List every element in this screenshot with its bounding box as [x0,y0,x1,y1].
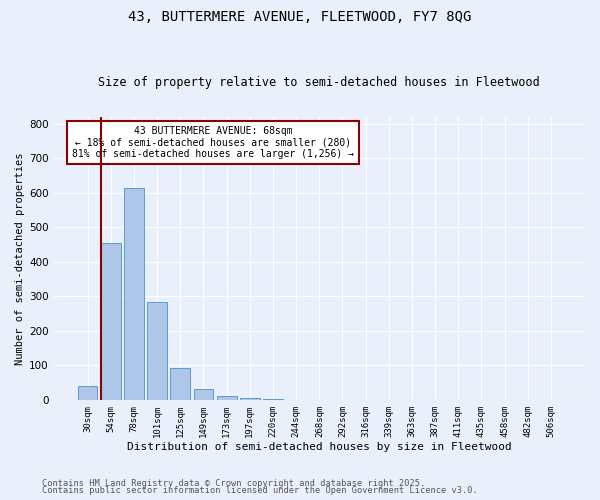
Text: Contains HM Land Registry data © Crown copyright and database right 2025.: Contains HM Land Registry data © Crown c… [42,478,425,488]
Bar [194,390,214,400]
Y-axis label: Number of semi-detached properties: Number of semi-detached properties [15,152,25,364]
Text: 43, BUTTERMERE AVENUE, FLEETWOOD, FY7 8QG: 43, BUTTERMERE AVENUE, FLEETWOOD, FY7 8Q… [128,10,472,24]
Text: Contains public sector information licensed under the Open Government Licence v3: Contains public sector information licen… [42,486,478,495]
Bar [124,188,144,400]
Bar [240,398,260,400]
Bar [78,386,97,400]
Text: 43 BUTTERMERE AVENUE: 68sqm
← 18% of semi-detached houses are smaller (280)
81% : 43 BUTTERMERE AVENUE: 68sqm ← 18% of sem… [72,126,354,158]
Bar [263,399,283,400]
Bar [217,396,236,400]
Bar [101,243,121,400]
Title: Size of property relative to semi-detached houses in Fleetwood: Size of property relative to semi-detach… [98,76,540,90]
Bar [148,302,167,400]
Bar [170,368,190,400]
X-axis label: Distribution of semi-detached houses by size in Fleetwood: Distribution of semi-detached houses by … [127,442,512,452]
